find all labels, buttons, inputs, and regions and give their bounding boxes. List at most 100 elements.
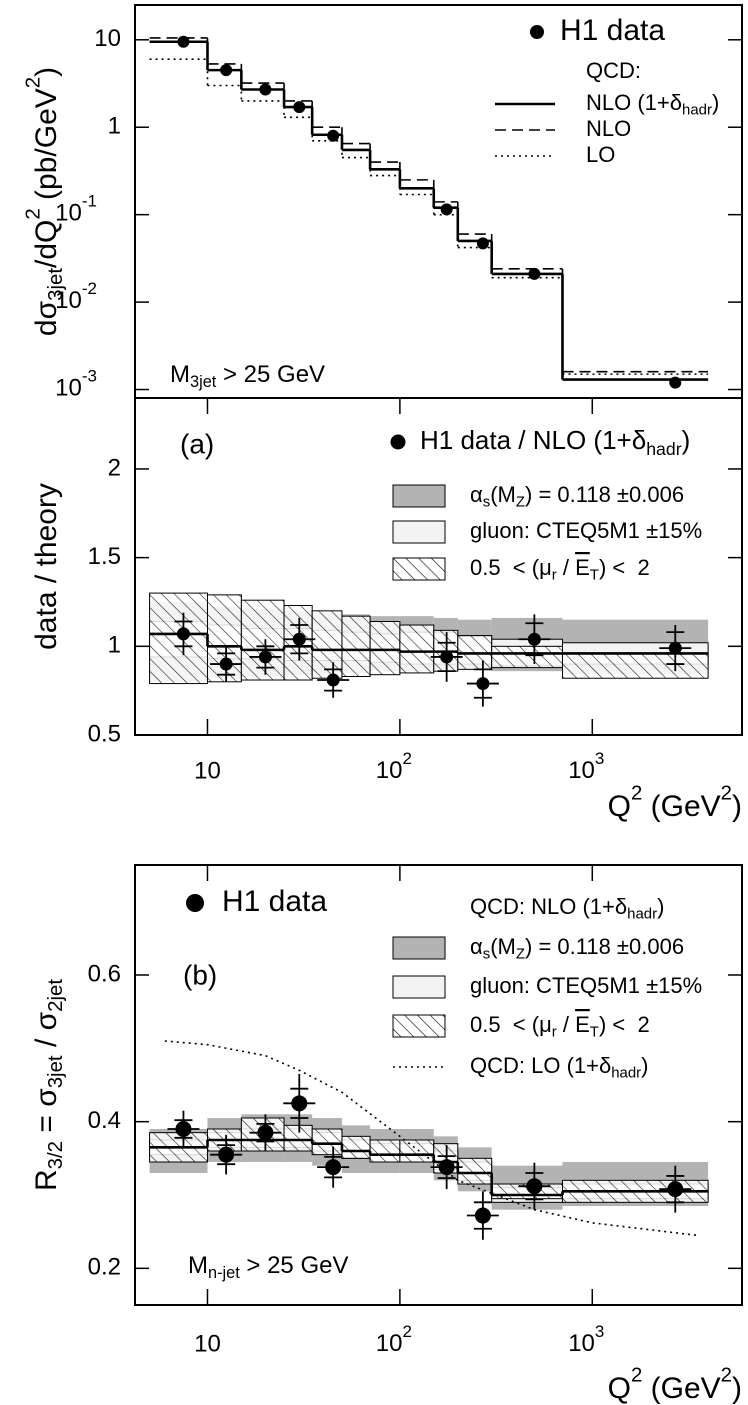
text-piece: r (552, 567, 557, 584)
text-piece: E (575, 555, 590, 580)
text-piece: ) (732, 790, 742, 823)
y-tick-label: 1 (108, 632, 121, 659)
text-piece: > 25 GeV (240, 1252, 349, 1279)
band-hatch (491, 645, 563, 669)
text-piece: T (590, 567, 599, 584)
data-point (667, 1181, 684, 1198)
text-piece: hadr (627, 906, 657, 923)
annotation: M3jet > 25 GeV (170, 361, 325, 391)
text-piece: s (483, 946, 490, 963)
text-piece: 3jet (45, 1055, 67, 1088)
text-piece: T (590, 1024, 599, 1041)
text-piece: n-jet (208, 1265, 240, 1283)
text-piece: /dQ (30, 220, 63, 268)
text-piece: 2 (721, 783, 732, 805)
data-point (326, 673, 340, 687)
tick-exponent: -2 (82, 280, 97, 299)
text-piece: ) < 2 (599, 555, 650, 580)
band-hatch (369, 620, 401, 676)
data-point (220, 64, 233, 77)
tick-base: 10 (55, 287, 82, 314)
text-piece: α (470, 934, 483, 959)
data-point (527, 632, 541, 646)
tick-base: 10 (376, 757, 403, 784)
text-piece: ) (30, 67, 63, 77)
text-piece: 0.5 < (μ (470, 1012, 552, 1037)
x-tick-label: 102 (376, 749, 412, 784)
text-piece: > 25 GeV (216, 361, 325, 388)
text-piece: H1 data / NLO (1+δ (420, 425, 646, 455)
x-tick-label: 10 (194, 1330, 221, 1357)
data-point (668, 641, 682, 655)
data-point (219, 657, 233, 671)
text-piece: 0.5 < (μ (470, 555, 552, 580)
data-point (259, 83, 272, 96)
y-tick-label: 10-1 (55, 192, 97, 227)
band-hatch (399, 624, 435, 674)
text-piece: M (170, 361, 190, 388)
plot-frame (134, 397, 743, 736)
text-piece: s (483, 494, 490, 511)
band-hatch (311, 1128, 343, 1156)
text-piece: ) (657, 894, 664, 919)
text-piece: r (552, 1024, 557, 1041)
data-point (177, 35, 190, 48)
x-tick-label: 103 (568, 749, 604, 784)
data-point (175, 1121, 192, 1137)
text-piece: M (188, 1252, 208, 1279)
data-point (292, 632, 306, 646)
text-piece: (GeV (642, 1372, 720, 1405)
legend-marker (390, 434, 406, 450)
text-piece: / (557, 555, 575, 580)
data-point (218, 1146, 235, 1163)
tick-exponent: 3 (595, 1322, 604, 1341)
band-hatch (311, 610, 343, 679)
y-tick-label: 10-2 (55, 280, 97, 315)
text-piece: ) = 0.118 ±0.006 (525, 482, 684, 507)
y-tick-label: 0.5 (88, 720, 121, 747)
legend-label: 0.5 < (μr / ET) < 2 (470, 1012, 650, 1041)
legend-swatch (392, 975, 446, 999)
text-piece: ) (712, 90, 719, 115)
x-tick-label: 10 (194, 757, 221, 784)
legend-swatch (392, 520, 446, 544)
text-piece: / σ (30, 1011, 63, 1055)
y-tick-label: 0.6 (88, 960, 121, 987)
band-hatch (457, 1157, 493, 1185)
text-piece: (GeV (642, 790, 720, 823)
legend-heading: QCD: (586, 58, 641, 83)
text-piece: QCD: LO (1+δ (470, 1053, 611, 1078)
legend-label: 0.5 < (μr / ET) < 2 (470, 555, 650, 584)
text-piece: 2 (631, 1365, 642, 1387)
text-piece: Q (608, 1372, 631, 1405)
text-piece: hadr (646, 438, 681, 458)
data-point (257, 1124, 274, 1141)
legend-swatch (392, 936, 446, 960)
y-tick-label: 10-3 (55, 367, 97, 402)
data-point (476, 677, 490, 691)
text-piece: 2 (23, 77, 45, 88)
legend-marker (186, 894, 204, 912)
text-piece: gluon: CTEQ5M1 ±15% (470, 973, 702, 998)
text-piece: LO (586, 142, 615, 167)
tick-exponent: 3 (595, 749, 604, 768)
text-piece: / (557, 1012, 575, 1037)
y-tick-label: 0.2 (88, 1254, 121, 1281)
plot-frame (134, 864, 743, 1306)
annotation: Mn-jet > 25 GeV (188, 1252, 348, 1282)
tick-base: 10 (376, 1330, 403, 1357)
y-axis-label: dσ3jet/dQ2 (pb/GeV2) (23, 67, 68, 336)
text-piece: = σ (30, 1088, 63, 1141)
data-point (176, 627, 190, 641)
text-piece: ) (682, 425, 691, 455)
text-piece: ) < 2 (599, 1012, 650, 1037)
panel-label: (b) (183, 959, 217, 990)
text-piece: α (470, 482, 483, 507)
legend-label: gluon: CTEQ5M1 ±15% (470, 973, 702, 998)
data-point (440, 650, 454, 664)
tick-base: 10 (568, 757, 595, 784)
text-piece: Z (516, 494, 525, 511)
text-piece: 2 (631, 783, 642, 805)
text-piece: E (575, 1012, 590, 1037)
text-piece: NLO (1+δ (586, 90, 682, 115)
